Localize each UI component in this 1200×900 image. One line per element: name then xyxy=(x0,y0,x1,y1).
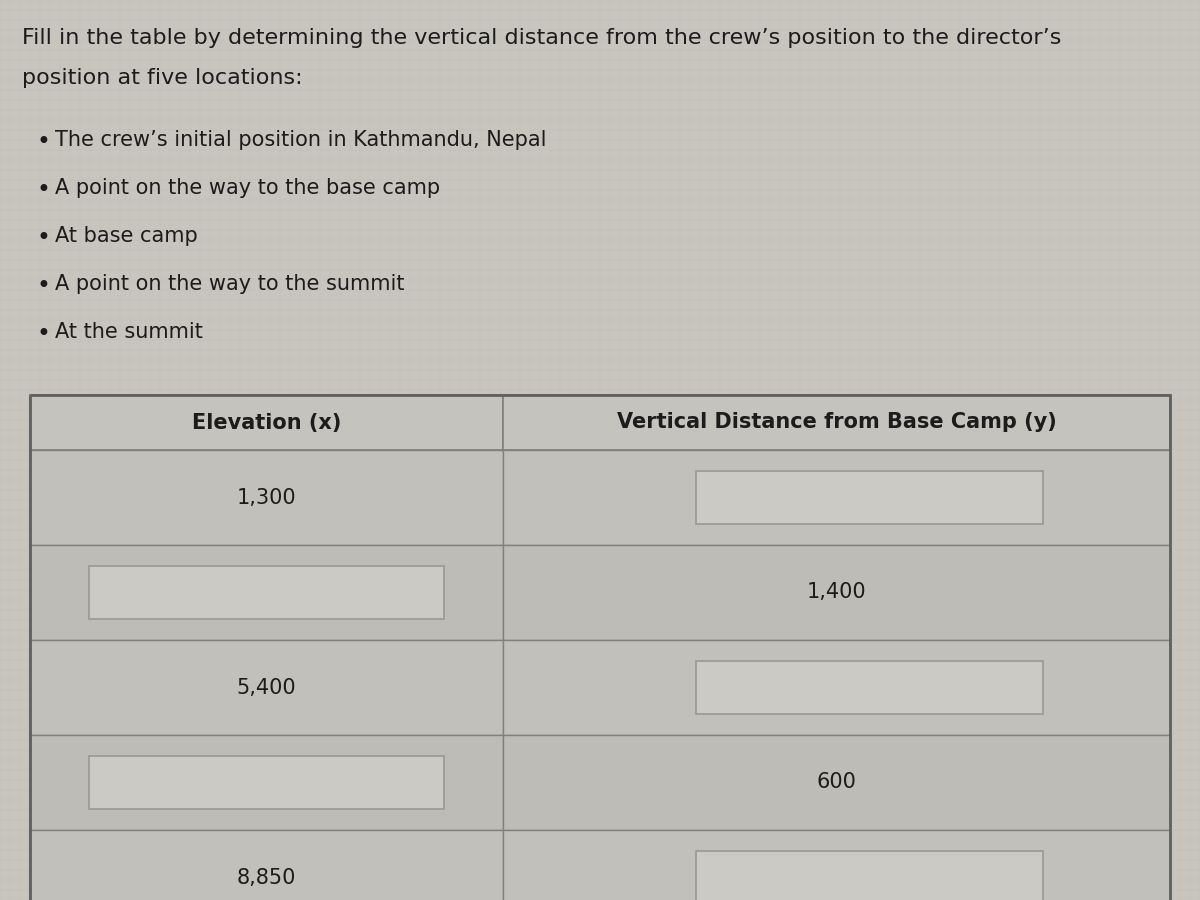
Bar xyxy=(30,830,503,900)
Text: At base camp: At base camp xyxy=(55,226,198,246)
Bar xyxy=(696,472,1043,524)
Text: •: • xyxy=(37,322,50,346)
Text: •: • xyxy=(37,130,50,154)
Text: position at five locations:: position at five locations: xyxy=(22,68,302,88)
Text: •: • xyxy=(37,178,50,202)
Text: 8,850: 8,850 xyxy=(236,868,296,887)
Bar xyxy=(89,756,444,808)
Text: 600: 600 xyxy=(816,772,857,793)
Bar xyxy=(503,395,1170,450)
Bar xyxy=(696,662,1043,714)
Bar xyxy=(89,566,444,618)
Text: 1,400: 1,400 xyxy=(806,582,866,602)
Text: 1,300: 1,300 xyxy=(236,488,296,508)
Bar xyxy=(30,395,1170,900)
Text: Fill in the table by determining the vertical distance from the crew’s position : Fill in the table by determining the ver… xyxy=(22,28,1061,48)
Bar xyxy=(503,735,1170,830)
Bar xyxy=(696,851,1043,900)
Text: A point on the way to the base camp: A point on the way to the base camp xyxy=(55,178,440,198)
Text: The crew’s initial position in Kathmandu, Nepal: The crew’s initial position in Kathmandu… xyxy=(55,130,546,150)
Bar xyxy=(503,450,1170,545)
Text: Vertical Distance from Base Camp (y): Vertical Distance from Base Camp (y) xyxy=(617,412,1056,433)
Bar xyxy=(30,545,503,640)
Text: •: • xyxy=(37,274,50,298)
Bar xyxy=(30,450,503,545)
Bar xyxy=(503,545,1170,640)
Bar xyxy=(30,640,503,735)
Text: A point on the way to the summit: A point on the way to the summit xyxy=(55,274,404,294)
Bar xyxy=(30,735,503,830)
Bar xyxy=(30,395,1170,900)
Text: 5,400: 5,400 xyxy=(236,678,296,698)
Bar xyxy=(503,830,1170,900)
Text: Elevation (x): Elevation (x) xyxy=(192,412,341,433)
Bar xyxy=(30,395,503,450)
Text: •: • xyxy=(37,226,50,250)
Text: At the summit: At the summit xyxy=(55,322,203,342)
Bar xyxy=(503,640,1170,735)
